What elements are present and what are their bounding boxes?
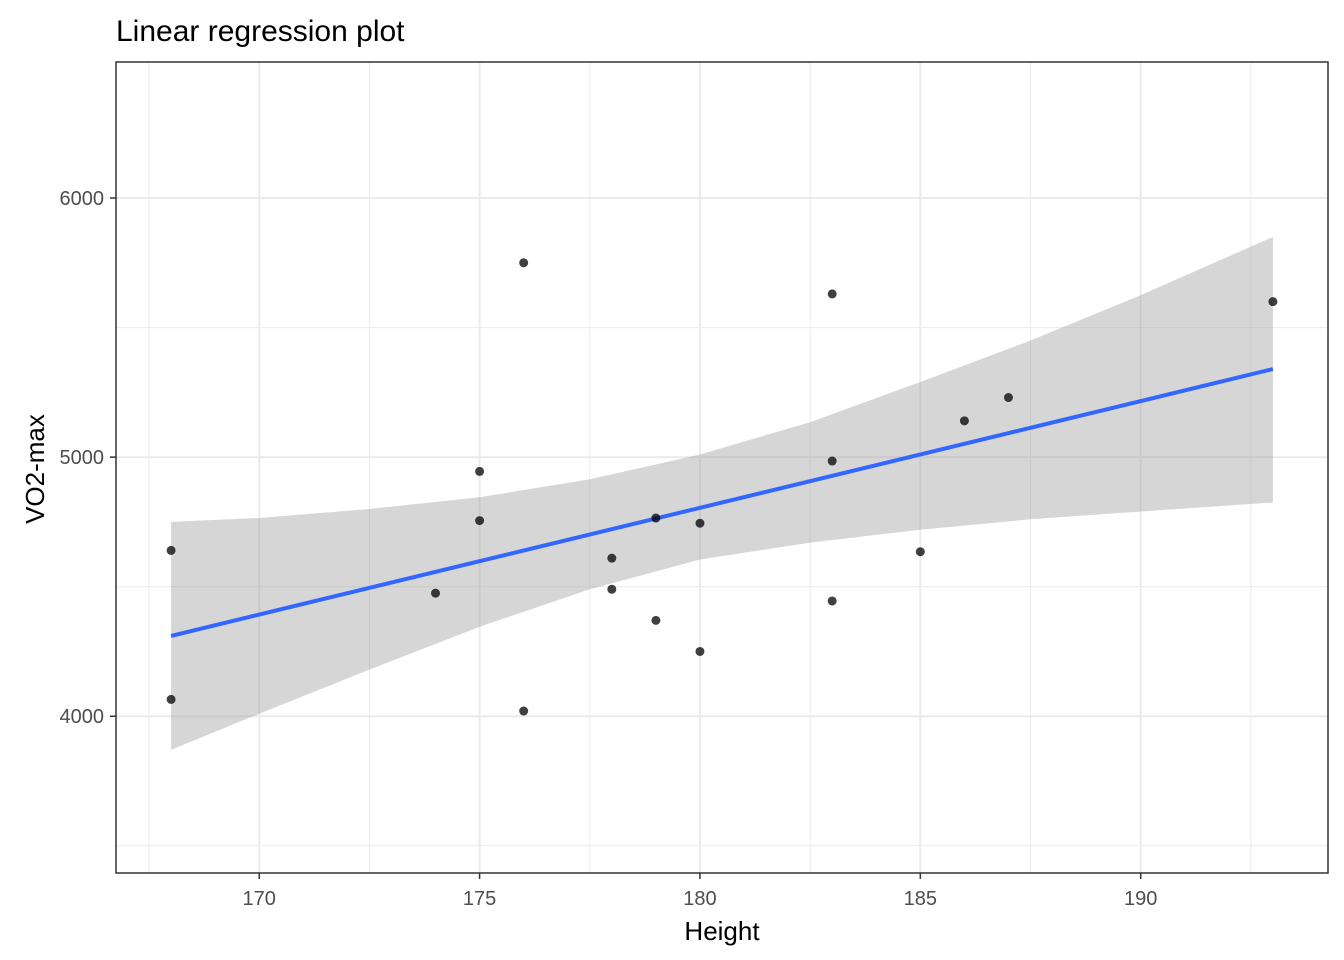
x-axis: 170 175 180 185 190 xyxy=(243,873,1157,910)
y-axis: 4000 5000 6000 xyxy=(60,188,116,728)
y-tick-label: 5000 xyxy=(60,447,105,469)
y-axis-title: VO2-max xyxy=(20,414,50,524)
x-axis-title: Height xyxy=(684,916,760,946)
data-point xyxy=(827,456,837,466)
confidence-band xyxy=(171,236,1273,750)
data-point xyxy=(827,289,837,299)
data-point xyxy=(607,584,617,594)
data-point xyxy=(475,516,485,526)
data-point xyxy=(1268,297,1278,307)
data-point xyxy=(519,258,529,268)
panel-border xyxy=(115,61,1329,874)
major-grid xyxy=(116,62,1328,873)
data-point xyxy=(166,545,176,555)
regression-line-layer xyxy=(170,367,1274,638)
y-tick-label: 4000 xyxy=(60,706,105,728)
data-point xyxy=(519,706,529,716)
data-point xyxy=(695,518,705,528)
data-point xyxy=(915,547,925,557)
x-tick-label: 170 xyxy=(243,888,276,910)
data-point xyxy=(827,596,837,606)
data-point xyxy=(1003,393,1013,403)
data-point xyxy=(651,615,661,625)
x-tick-label: 175 xyxy=(463,888,496,910)
data-point xyxy=(695,646,705,656)
x-tick-label: 185 xyxy=(904,888,937,910)
y-tick-label: 6000 xyxy=(60,188,105,210)
data-points xyxy=(166,258,1278,716)
chart-title: Linear regression plot xyxy=(116,15,405,48)
regression-line xyxy=(170,367,1274,638)
data-point xyxy=(959,416,969,426)
x-tick-label: 180 xyxy=(683,888,716,910)
confidence-band-layer xyxy=(171,236,1273,750)
data-point xyxy=(475,466,485,476)
data-point xyxy=(607,553,617,563)
x-tick-label: 190 xyxy=(1124,888,1157,910)
data-point xyxy=(431,588,441,598)
data-point xyxy=(651,513,661,523)
data-point xyxy=(166,694,176,704)
